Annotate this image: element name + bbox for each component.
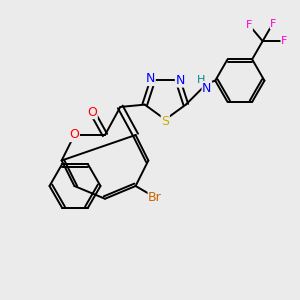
Text: O: O [70, 128, 79, 142]
Text: N: N [202, 82, 212, 94]
Text: S: S [161, 115, 169, 128]
Text: N: N [146, 73, 155, 85]
Text: F: F [281, 36, 287, 46]
Text: F: F [270, 19, 277, 28]
Text: F: F [246, 20, 252, 30]
Text: H: H [197, 75, 206, 85]
Text: O: O [87, 106, 97, 118]
Text: N: N [176, 74, 185, 87]
Text: Br: Br [148, 191, 162, 204]
